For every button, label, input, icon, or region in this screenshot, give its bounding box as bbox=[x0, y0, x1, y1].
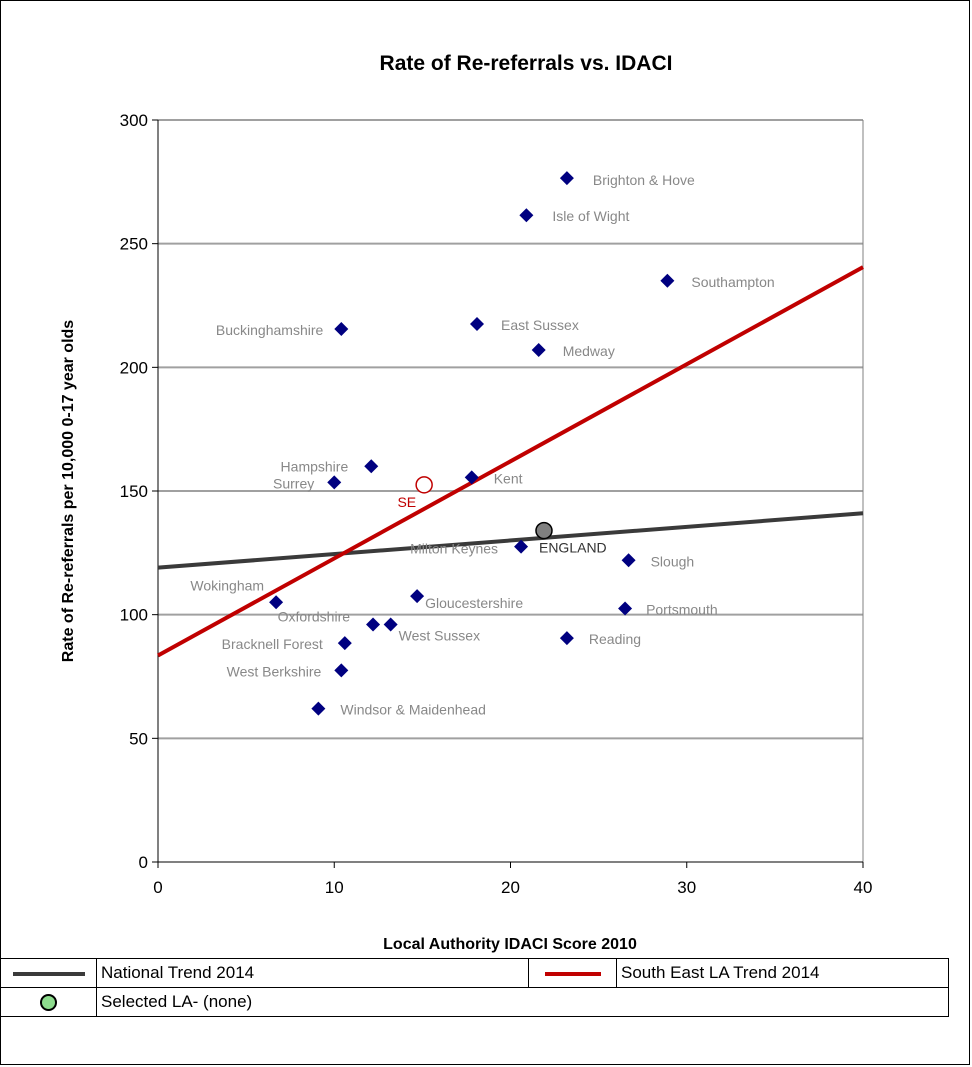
point-label-se: SE bbox=[397, 494, 416, 510]
point-england bbox=[535, 521, 553, 540]
x-tick-label-20: 20 bbox=[501, 878, 520, 897]
scatter-chart: Rate of Re-referrals vs. IDACI 050100150… bbox=[60, 52, 873, 953]
se-trend-line-swatch bbox=[544, 971, 601, 976]
point-label-oxfordshire: Oxfordshire bbox=[278, 609, 351, 625]
point-label-southampton: Southampton bbox=[691, 274, 774, 290]
legend-label-selected: Selected LA- (none) bbox=[96, 987, 949, 1017]
y-tick-label-150: 150 bbox=[120, 482, 148, 501]
point-label-portsmouth: Portsmouth bbox=[646, 601, 718, 617]
point-label-surrey: Surrey bbox=[273, 475, 314, 491]
point-label-west-berkshire: West Berkshire bbox=[227, 663, 322, 679]
point-surrey bbox=[327, 475, 342, 490]
x-tick-label-30: 30 bbox=[677, 878, 696, 897]
point-hampshire bbox=[364, 459, 379, 474]
point-bracknell-forest bbox=[337, 636, 352, 651]
point-brighton-hove bbox=[559, 171, 574, 186]
legend-label-national: National Trend 2014 bbox=[96, 958, 529, 988]
trend-lines bbox=[157, 265, 864, 658]
y-tick-label-100: 100 bbox=[120, 606, 148, 625]
x-tick-label-10: 10 bbox=[325, 878, 344, 897]
y-tick-label-250: 250 bbox=[120, 235, 148, 254]
point-portsmouth bbox=[618, 601, 633, 616]
point-gloucestershire bbox=[410, 589, 425, 604]
point-label-milton-keynes: Milton Keynes bbox=[410, 541, 498, 557]
point-label-kent: Kent bbox=[494, 470, 523, 486]
x-axis-title: Local Authority IDACI Score 2010 bbox=[383, 936, 637, 953]
point-label-east-sussex: East Sussex bbox=[501, 317, 579, 333]
point-oxfordshire bbox=[366, 617, 381, 632]
point-southampton bbox=[660, 273, 675, 288]
point-label-hampshire: Hampshire bbox=[281, 458, 349, 474]
y-tick-label-200: 200 bbox=[120, 358, 148, 377]
point-label-brighton-hove: Brighton & Hove bbox=[593, 172, 695, 188]
point-se bbox=[415, 476, 433, 494]
legend-swatch-se bbox=[528, 958, 617, 988]
point-labels: Brighton & Hove Isle of Wight Southampton B… bbox=[190, 172, 774, 718]
chart-title: Rate of Re-referrals vs. IDACI bbox=[380, 52, 673, 75]
point-label-wokingham: Wokingham bbox=[190, 577, 264, 593]
point-isle-of-wight bbox=[519, 208, 534, 223]
legend-label-se: South East LA Trend 2014 bbox=[616, 958, 949, 988]
point-slough bbox=[621, 553, 636, 568]
y-tick-label-50: 50 bbox=[129, 729, 148, 748]
selected-la-dot-icon bbox=[40, 994, 57, 1012]
point-label-medway: Medway bbox=[563, 343, 615, 359]
point-label-bracknell-forest: Bracknell Forest bbox=[222, 636, 323, 652]
point-west-sussex bbox=[383, 617, 398, 632]
y-axis-title: Rate of Re-referrals per 10,000 0-17 yea… bbox=[60, 320, 77, 663]
point-west-berkshire bbox=[334, 663, 349, 678]
point-kent bbox=[464, 470, 479, 485]
x-tick-label-40: 40 bbox=[854, 878, 873, 897]
legend-swatch-selected bbox=[0, 987, 97, 1017]
legend: National Trend 2014 South East LA Trend … bbox=[0, 958, 949, 1017]
se-trend-line bbox=[157, 265, 864, 658]
point-label-reading: Reading bbox=[589, 631, 641, 647]
point-label-west-sussex: West Sussex bbox=[399, 628, 480, 644]
x-tick-label-0: 0 bbox=[153, 878, 162, 897]
point-wokingham bbox=[269, 595, 284, 610]
point-label-slough: Slough bbox=[651, 553, 695, 569]
point-buckinghamshire bbox=[334, 321, 349, 336]
point-reading bbox=[559, 631, 574, 646]
gridlines bbox=[158, 119, 863, 740]
national-trend-line bbox=[157, 511, 864, 570]
national-trend-line-swatch bbox=[12, 971, 85, 976]
axes: 0 50 100 150 200 250 300 0 10 20 30 40 bbox=[120, 111, 873, 897]
y-tick-label-300: 300 bbox=[120, 111, 148, 130]
data-points bbox=[269, 171, 675, 716]
point-label-gloucestershire: Gloucestershire bbox=[425, 595, 523, 611]
point-label-england: ENGLAND bbox=[539, 540, 607, 556]
point-milton-keynes bbox=[514, 539, 529, 554]
point-east-sussex bbox=[470, 317, 485, 332]
point-medway bbox=[531, 343, 546, 358]
point-label-isle-of-wight: Isle of Wight bbox=[552, 208, 629, 224]
point-windsor-maidenhead bbox=[311, 701, 326, 716]
point-label-windsor-maidenhead: Windsor & Maidenhead bbox=[340, 702, 486, 718]
point-label-buckinghamshire: Buckinghamshire bbox=[216, 322, 324, 338]
y-tick-label-0: 0 bbox=[139, 853, 148, 872]
legend-swatch-national bbox=[0, 958, 97, 988]
